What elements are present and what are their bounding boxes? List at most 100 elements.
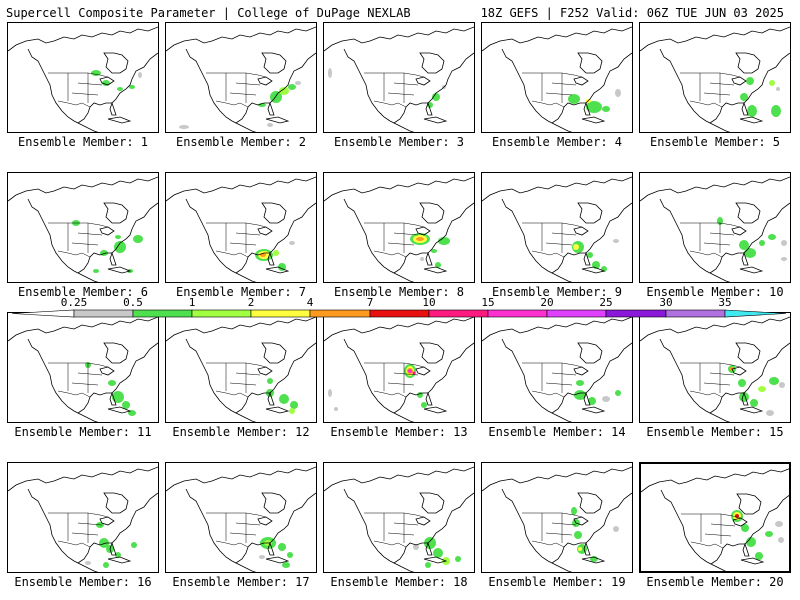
legend-color-segment bbox=[250, 309, 311, 318]
coastline bbox=[583, 391, 591, 406]
ensemble-member-label: Ensemble Member: 16 bbox=[14, 575, 152, 589]
scp-contour-blob bbox=[739, 240, 749, 250]
scp-contour-blob bbox=[738, 379, 746, 387]
coastline bbox=[393, 412, 415, 422]
coastline bbox=[581, 406, 606, 414]
coastline bbox=[577, 52, 603, 74]
coastline bbox=[659, 48, 707, 122]
map-svg bbox=[640, 316, 790, 422]
coastline bbox=[547, 202, 632, 274]
scp-contour-blob bbox=[412, 371, 416, 375]
map-svg bbox=[324, 26, 474, 132]
coastline bbox=[103, 52, 129, 74]
coastline bbox=[27, 198, 75, 272]
coastline bbox=[415, 366, 431, 376]
ensemble-member-label: Ensemble Member: 4 bbox=[491, 135, 623, 149]
map-svg bbox=[8, 176, 158, 282]
political-border bbox=[680, 72, 741, 78]
ensemble-map-panel bbox=[323, 172, 475, 283]
legend-color-segment bbox=[665, 309, 726, 318]
scp-contour-blob bbox=[179, 125, 189, 129]
valid-time-label: 18Z GEFS | F252 Valid: 06Z TUE JUN 03 20… bbox=[480, 6, 784, 20]
scp-contour-blob bbox=[433, 548, 443, 558]
scp-contour-blob bbox=[295, 81, 301, 85]
political-border bbox=[364, 222, 425, 228]
coastline bbox=[343, 48, 391, 122]
coastline bbox=[731, 76, 747, 86]
legend-color-segment bbox=[73, 309, 134, 318]
scp-contour-blob bbox=[328, 389, 332, 397]
coastline bbox=[267, 541, 275, 556]
scp-contour-blob bbox=[279, 87, 289, 95]
scp-contour-blob bbox=[420, 257, 424, 261]
coastline bbox=[641, 468, 789, 493]
scp-contour-blob bbox=[289, 408, 295, 414]
coastline bbox=[107, 266, 132, 274]
coastline bbox=[501, 48, 549, 122]
ensemble-member-label: Ensemble Member: 11 bbox=[14, 425, 152, 439]
coastline bbox=[482, 316, 632, 342]
scp-contour-blob bbox=[114, 241, 126, 253]
coastline bbox=[583, 251, 591, 266]
coastline bbox=[423, 266, 448, 274]
scp-contour-blob bbox=[138, 72, 142, 78]
ensemble-member-label: Ensemble Member: 15 bbox=[646, 425, 784, 439]
scp-contour-blob bbox=[769, 377, 779, 385]
political-border bbox=[531, 390, 565, 398]
scp-contour-blob bbox=[779, 382, 785, 388]
scp-contour-blob bbox=[278, 543, 286, 551]
coastline bbox=[735, 52, 761, 74]
coastline bbox=[107, 116, 132, 124]
scp-contour-blob bbox=[741, 524, 749, 532]
scp-contour-blob bbox=[576, 380, 584, 386]
coastline bbox=[73, 52, 158, 124]
ensemble-map-panel bbox=[165, 172, 317, 283]
coastline bbox=[710, 563, 726, 571]
coastline bbox=[265, 266, 290, 274]
coastline bbox=[324, 316, 474, 342]
coastline bbox=[73, 342, 158, 414]
coastline bbox=[99, 516, 115, 526]
scp-contour-blob bbox=[112, 391, 124, 403]
ensemble-map-panel bbox=[165, 462, 317, 573]
coastline bbox=[551, 562, 573, 572]
political-border bbox=[206, 222, 267, 228]
coastline bbox=[739, 116, 764, 124]
coastline bbox=[107, 556, 132, 564]
political-border bbox=[364, 72, 425, 78]
map-svg bbox=[166, 26, 316, 132]
ensemble-map-panel bbox=[639, 172, 791, 283]
political-border bbox=[393, 522, 419, 526]
scp-contour-blob bbox=[455, 556, 461, 562]
scp-contour-blob bbox=[122, 401, 130, 409]
scp-contour-blob bbox=[765, 531, 773, 537]
political-border bbox=[57, 100, 91, 108]
coastline bbox=[735, 342, 761, 364]
political-border bbox=[373, 540, 407, 548]
political-border bbox=[709, 232, 735, 236]
political-border bbox=[709, 82, 735, 86]
coastline bbox=[393, 562, 415, 572]
ensemble-map-panel bbox=[7, 462, 159, 573]
coastline bbox=[551, 122, 573, 132]
coastline bbox=[267, 101, 275, 116]
political-border bbox=[545, 382, 573, 386]
political-border bbox=[531, 250, 565, 258]
scp-contour-blob bbox=[781, 257, 787, 261]
ensemble-map-panel bbox=[7, 22, 159, 133]
coastline bbox=[735, 202, 761, 224]
coastline bbox=[389, 342, 474, 414]
coastline bbox=[185, 48, 233, 122]
coastline bbox=[324, 176, 474, 202]
political-border bbox=[709, 372, 735, 376]
scp-contour-blob bbox=[578, 547, 582, 551]
legend-tick-label: 2 bbox=[247, 296, 255, 309]
coastline bbox=[109, 541, 117, 556]
coastline bbox=[482, 466, 632, 492]
map-svg bbox=[640, 26, 790, 132]
ensemble-map-panel bbox=[323, 462, 475, 573]
coastline bbox=[740, 557, 765, 565]
coastline bbox=[419, 202, 445, 224]
coastline bbox=[73, 492, 158, 564]
coastline bbox=[640, 26, 790, 52]
